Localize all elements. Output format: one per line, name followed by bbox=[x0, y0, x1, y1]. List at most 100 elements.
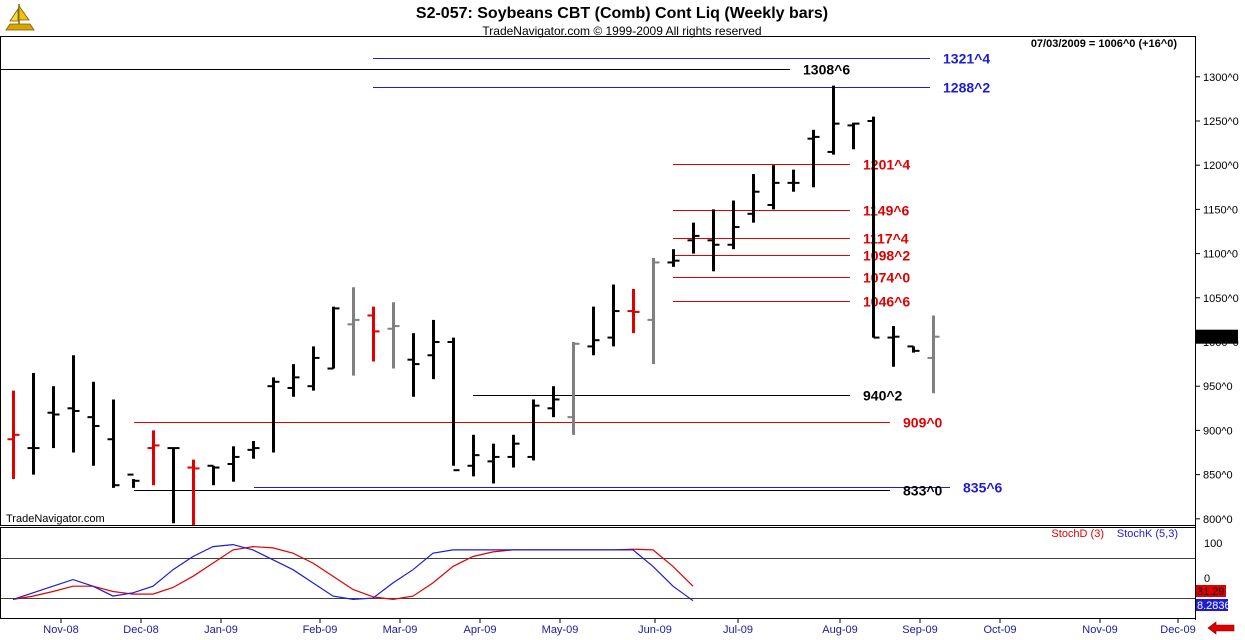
x-tick-label: Jan-09 bbox=[204, 624, 238, 636]
ohlc-bar bbox=[547, 386, 560, 418]
ohlc-bar bbox=[327, 306, 340, 370]
level-label: 1074^0 bbox=[863, 270, 910, 286]
x-axis: Nov-08 Dec-08 Jan-09 Feb-09 Mar-09 Apr-09 May-… bbox=[43, 619, 1196, 636]
ohlc-bar bbox=[107, 399, 120, 488]
chart-title: S2-057: Soybeans CBT (Comb) Cont Liq (We… bbox=[416, 5, 828, 22]
level-label: 1098^2 bbox=[863, 248, 910, 264]
x-tick-label: May-09 bbox=[542, 624, 579, 636]
ohlc-bar bbox=[387, 302, 400, 369]
ohlc-bar bbox=[127, 473, 140, 488]
ohlc-bar bbox=[927, 315, 940, 394]
stoch-k-value-box bbox=[1196, 599, 1228, 611]
ohlc-bar bbox=[567, 342, 580, 435]
stochastic-lines bbox=[12, 543, 694, 602]
level-label: 1046^6 bbox=[863, 294, 910, 310]
ohlc-bar bbox=[47, 386, 60, 449]
ohlc-bar bbox=[227, 446, 240, 482]
ohlc-bar bbox=[247, 441, 260, 459]
x-tick-label: Sep-09 bbox=[902, 624, 937, 636]
stoch-tick-100: 100 bbox=[1204, 538, 1222, 550]
scroll-right-arrow-icon[interactable] bbox=[1205, 621, 1235, 635]
ohlc-bar bbox=[787, 169, 800, 192]
ohlc-bar bbox=[447, 337, 460, 472]
last-price-tag: 1006^0 bbox=[1196, 329, 1238, 344]
y-tick-label: 1200^0 bbox=[1203, 160, 1239, 172]
trade-navigator-logo bbox=[5, 4, 35, 31]
x-tick-label: Apr-09 bbox=[463, 624, 496, 636]
ohlc-bar bbox=[827, 85, 840, 155]
x-tick-label: Nov-09 bbox=[1082, 624, 1117, 636]
level-label: 1201^4 bbox=[863, 157, 910, 173]
y-tick-label: 850^0 bbox=[1203, 470, 1233, 482]
ohlc-bar bbox=[887, 326, 900, 367]
stoch-d-label: StochD (3) bbox=[1051, 528, 1104, 540]
y-axis: 800^0850^0900^0950^01000^01050^01100^011… bbox=[1195, 72, 1239, 526]
ohlc-bar bbox=[527, 399, 540, 461]
level-label: 1149^6 bbox=[863, 203, 910, 219]
ohlc-bar bbox=[147, 430, 160, 486]
ohlc-bar bbox=[767, 165, 780, 210]
ohlc-bar bbox=[867, 116, 880, 339]
ohlc-bar bbox=[587, 306, 600, 356]
ohlc-bar bbox=[367, 306, 380, 362]
y-tick-label: 1250^0 bbox=[1203, 116, 1239, 128]
ohlc-bar bbox=[507, 434, 520, 468]
ohlc-bar bbox=[407, 333, 420, 397]
ohlc-bar bbox=[467, 434, 480, 477]
y-tick-label: 900^0 bbox=[1203, 425, 1233, 437]
ohlc-bar bbox=[747, 174, 760, 223]
x-tick-label: Nov-08 bbox=[43, 624, 78, 636]
y-tick-label: 1050^0 bbox=[1203, 293, 1239, 305]
stoch-d-value: 31.29 bbox=[1197, 586, 1225, 598]
ohlc-bar bbox=[207, 464, 220, 486]
y-tick-label: 1150^0 bbox=[1203, 204, 1238, 216]
ohlc-bar bbox=[907, 345, 920, 353]
stoch-k-line bbox=[12, 543, 694, 602]
copyright-subtitle: TradeNavigator.com © 1999-2009 All right… bbox=[482, 24, 761, 38]
last-price-box bbox=[1196, 329, 1238, 344]
ohlc-bar bbox=[627, 288, 640, 334]
indicator-panel-frame bbox=[0, 527, 1196, 619]
ohlc-bar bbox=[347, 287, 360, 376]
x-tick-label: Aug-09 bbox=[822, 624, 857, 636]
stoch-d-value-box bbox=[1196, 585, 1226, 597]
ohlc-bar bbox=[647, 258, 660, 365]
y-tick-label: 800^0 bbox=[1203, 514, 1233, 526]
x-tick-label: Feb-09 bbox=[303, 624, 338, 636]
stoch-k-value: 8.2836 bbox=[1197, 600, 1231, 612]
level-label: 909^0 bbox=[903, 415, 943, 431]
y-tick-label: 950^0 bbox=[1203, 381, 1233, 393]
ohlc-bar bbox=[807, 129, 820, 188]
level-label: 1117^4 bbox=[863, 231, 909, 247]
level-label: 940^2 bbox=[863, 388, 903, 404]
level-label: 835^6 bbox=[963, 480, 1003, 496]
y-tick-label: 1300^0 bbox=[1203, 72, 1239, 84]
ohlc-bar bbox=[307, 346, 320, 391]
ohlc-bar bbox=[167, 447, 180, 524]
ohlc-bar bbox=[7, 390, 20, 480]
ohlc-bar bbox=[87, 381, 100, 466]
last-price-value: 1006^0 bbox=[1198, 332, 1234, 344]
ohlc-bars bbox=[7, 85, 940, 525]
x-tick-label: Oct-09 bbox=[983, 624, 1016, 636]
level-label: 1308^6 bbox=[803, 62, 850, 78]
price-panel-frame bbox=[0, 36, 1196, 526]
price-levels: 1321^4 1308^6 1288^2 1201^4 1149^6 1117^41098… bbox=[0, 51, 1003, 499]
ohlc-bar bbox=[187, 459, 200, 525]
x-tick-label: Jul-09 bbox=[723, 624, 753, 636]
x-tick-label: Mar-09 bbox=[383, 624, 418, 636]
level-label: 1288^2 bbox=[943, 80, 990, 96]
ohlc-bar bbox=[667, 249, 680, 267]
ohlc-bar bbox=[707, 209, 720, 272]
ohlc-bar bbox=[727, 200, 740, 250]
x-tick-label: Jun-09 bbox=[638, 624, 672, 636]
stoch-tick-0: 0 bbox=[1204, 573, 1210, 585]
date-stamp: 07/03/2009 = 1006^0 (+16^0) bbox=[1031, 38, 1178, 50]
ohlc-bar bbox=[427, 319, 440, 380]
x-tick-label: Dec-09 bbox=[1160, 624, 1195, 636]
ohlc-bar bbox=[487, 443, 500, 484]
ohlc-bar bbox=[847, 122, 860, 150]
ohlc-bar bbox=[27, 372, 40, 475]
level-label: 1321^4 bbox=[943, 51, 990, 67]
